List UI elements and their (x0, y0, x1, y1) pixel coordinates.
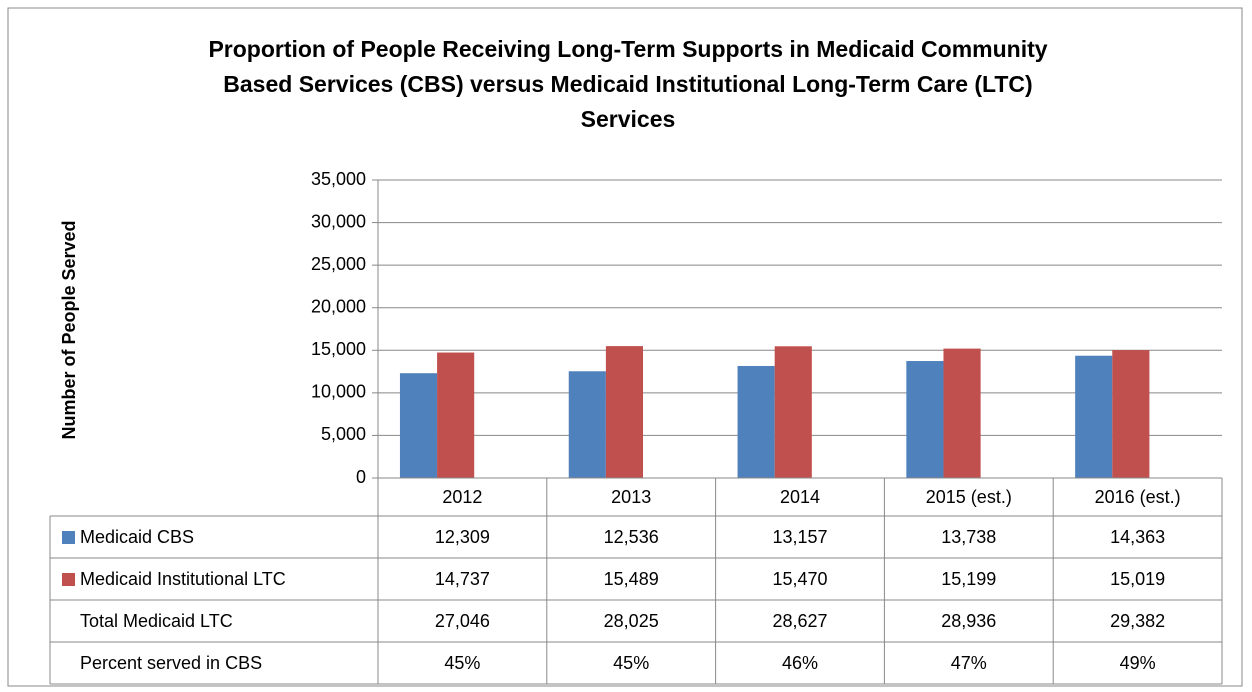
legend-key (62, 573, 75, 586)
table-cell: 45% (613, 653, 649, 673)
row-label: Total Medicaid LTC (80, 611, 233, 631)
bar (1075, 355, 1113, 478)
y-tick-label: 5,000 (321, 424, 366, 444)
x-tick-label: 2016 (est.) (1095, 487, 1181, 507)
x-tick-label: 2013 (611, 487, 651, 507)
table-cell: 15,470 (772, 569, 827, 589)
table-cell: 14,363 (1110, 527, 1165, 547)
legend-label: Medicaid Institutional LTC (80, 569, 286, 589)
table-cell: 12,309 (435, 527, 490, 547)
bar (737, 365, 775, 478)
y-tick-label: 15,000 (311, 339, 366, 359)
y-tick-label: 25,000 (311, 254, 366, 274)
bar (568, 371, 606, 478)
table-cell: 28,936 (941, 611, 996, 631)
bar (605, 346, 644, 478)
table-cell: 45% (444, 653, 480, 673)
bar (437, 352, 475, 478)
table-cell: 28,025 (604, 611, 659, 631)
y-tick-label: 20,000 (311, 296, 366, 316)
x-tick-label: 2014 (780, 487, 820, 507)
table-cell: 15,019 (1110, 569, 1165, 589)
bar (1112, 350, 1150, 478)
table-cell: 14,737 (435, 569, 490, 589)
table-cell: 12,536 (604, 527, 659, 547)
y-axis-label: Number of People Served (59, 220, 79, 439)
bar (943, 348, 981, 478)
table-cell: 46% (782, 653, 818, 673)
table-cell: 49% (1120, 653, 1156, 673)
table-cell: 15,199 (941, 569, 996, 589)
y-tick-label: 35,000 (311, 169, 366, 189)
x-tick-label: 2015 (est.) (926, 487, 1012, 507)
table-cell: 13,157 (772, 527, 827, 547)
legend-label: Medicaid CBS (80, 527, 194, 547)
table-cell: 15,489 (604, 569, 659, 589)
x-tick-label: 2012 (442, 487, 482, 507)
table-cell: 27,046 (435, 611, 490, 631)
row-label: Percent served in CBS (80, 653, 262, 673)
bar (774, 346, 812, 478)
bar (399, 373, 438, 478)
legend-key (62, 531, 75, 544)
y-tick-label: 10,000 (311, 382, 366, 402)
y-tick-label: 0 (356, 467, 366, 487)
table-cell: 47% (951, 653, 987, 673)
bar (906, 361, 944, 478)
y-tick-label: 30,000 (311, 211, 366, 231)
table-cell: 13,738 (941, 527, 996, 547)
table-cell: 29,382 (1110, 611, 1165, 631)
chart-title: Proportion of People Receiving Long-Term… (208, 36, 1048, 132)
table-cell: 28,627 (772, 611, 827, 631)
